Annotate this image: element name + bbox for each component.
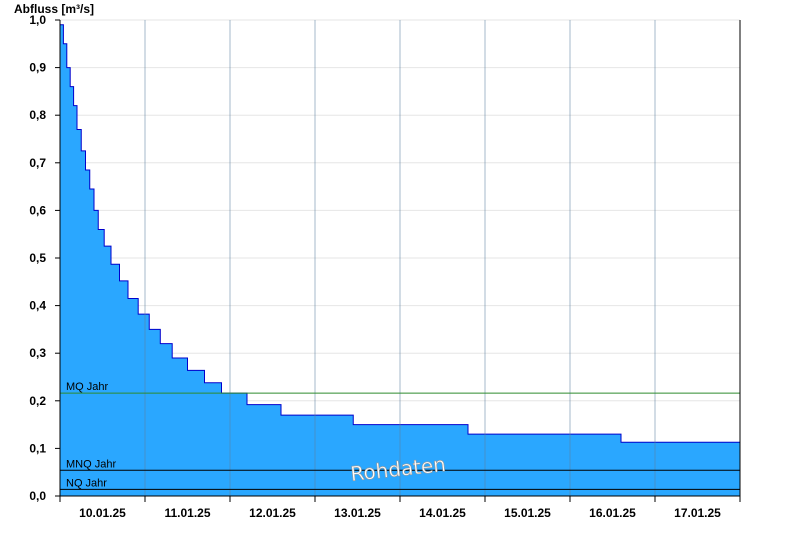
day-divider-lines-over bbox=[144, 20, 656, 496]
y-tick-label: 0,3 bbox=[29, 346, 46, 360]
discharge-area bbox=[59, 24, 741, 497]
x-tick-label: 14.01.25 bbox=[419, 506, 466, 520]
x-tick-label: 13.01.25 bbox=[334, 506, 381, 520]
y-tick-label: 0,7 bbox=[29, 156, 46, 170]
y-axis-ticks: 0,0 0,1 0,2 0,3 0,4 0,5 0,6 0,7 0,8 0,9 1,0 bbox=[29, 13, 60, 503]
x-tick-label: 15.01.25 bbox=[504, 506, 551, 520]
y-tick-label: 0,6 bbox=[29, 203, 46, 217]
y-tick-label: 1,0 bbox=[29, 13, 46, 27]
x-tick-label: 17.01.25 bbox=[674, 506, 721, 520]
y-tick-label: 0,5 bbox=[29, 251, 46, 265]
y-tick-label: 0,9 bbox=[29, 61, 46, 75]
y-tick-label: 0,1 bbox=[29, 441, 46, 455]
y-tick-label: 0,8 bbox=[29, 108, 46, 122]
y-axis-label: Abfluss [m³/s] bbox=[14, 2, 94, 16]
x-tick-label: 16.01.25 bbox=[589, 506, 636, 520]
y-tick-label: 0,4 bbox=[29, 299, 46, 313]
x-tick-label: 12.01.25 bbox=[249, 506, 296, 520]
x-axis-ticks: 10.01.25 11.01.25 12.01.25 13.01.25 14.01.25… bbox=[59, 496, 741, 520]
reference-lines: MQ Jahr MNQ Jahr NQ Jahr bbox=[60, 381, 740, 490]
reference-line-label: NQ Jahr bbox=[66, 477, 107, 489]
x-tick-label: 10.01.25 bbox=[79, 506, 126, 520]
reference-line-label: MNQ Jahr bbox=[66, 458, 116, 470]
y-tick-label: 0,2 bbox=[29, 394, 46, 408]
x-tick-label: 11.01.25 bbox=[164, 506, 210, 520]
reference-line-label: MQ Jahr bbox=[66, 381, 109, 393]
y-tick-label: 0,0 bbox=[29, 489, 46, 503]
